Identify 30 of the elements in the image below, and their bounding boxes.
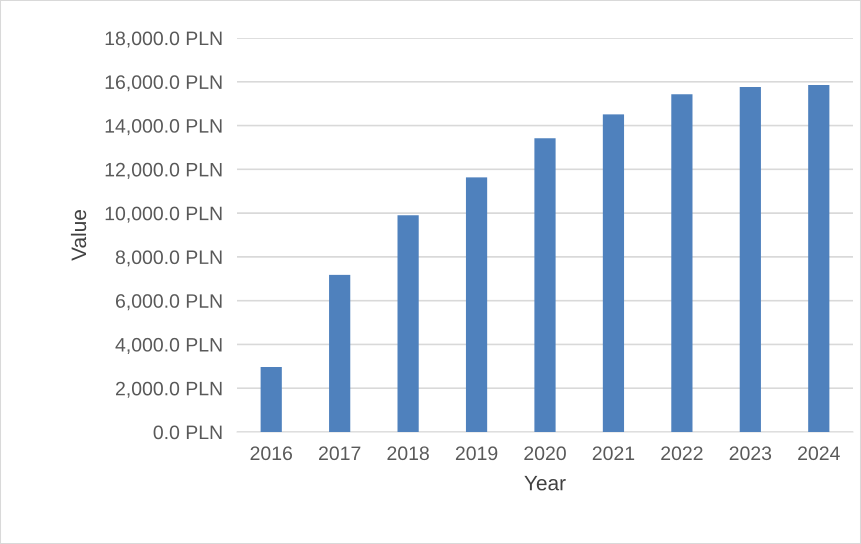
y-tick-label: 6,000.0 PLN [116,294,222,310]
x-tick-label: 2018 [387,446,429,460]
bar [602,114,624,432]
x-tick-label: 2024 [798,446,840,460]
x-tick-label: 2019 [456,446,498,460]
bar [329,274,350,432]
y-tick-label: 0.0 PLN [154,425,222,440]
x-tick-label: 2016 [250,446,292,460]
bar [671,94,692,432]
y-tick-label: 2,000.0 PLN [116,382,222,398]
x-tick-label: 2022 [661,446,703,460]
bar [534,138,556,432]
y-tick-label: 16,000.0 PLN [106,75,222,92]
bar [808,85,830,432]
x-tick-label: 2020 [524,446,566,460]
y-axis-title: Value [70,210,86,261]
x-tick-label: 2023 [730,446,772,460]
y-tick-label: 10,000.0 PLN [106,206,222,223]
y-tick-label: 8,000.0 PLN [116,250,222,266]
x-axis-title: Year [524,476,566,490]
y-tick-label: 14,000.0 PLN [106,119,222,136]
y-tick-label: 4,000.0 PLN [115,338,222,354]
bar [466,177,488,432]
x-tick-label: 2021 [592,446,634,460]
y-tick-label: 12,000.0 PLN [106,162,222,179]
bar [398,215,419,432]
bar [260,366,282,432]
y-tick-label: 18,000.0 PLN [106,31,222,48]
bar [740,87,761,432]
x-tick-label: 2017 [319,446,360,460]
